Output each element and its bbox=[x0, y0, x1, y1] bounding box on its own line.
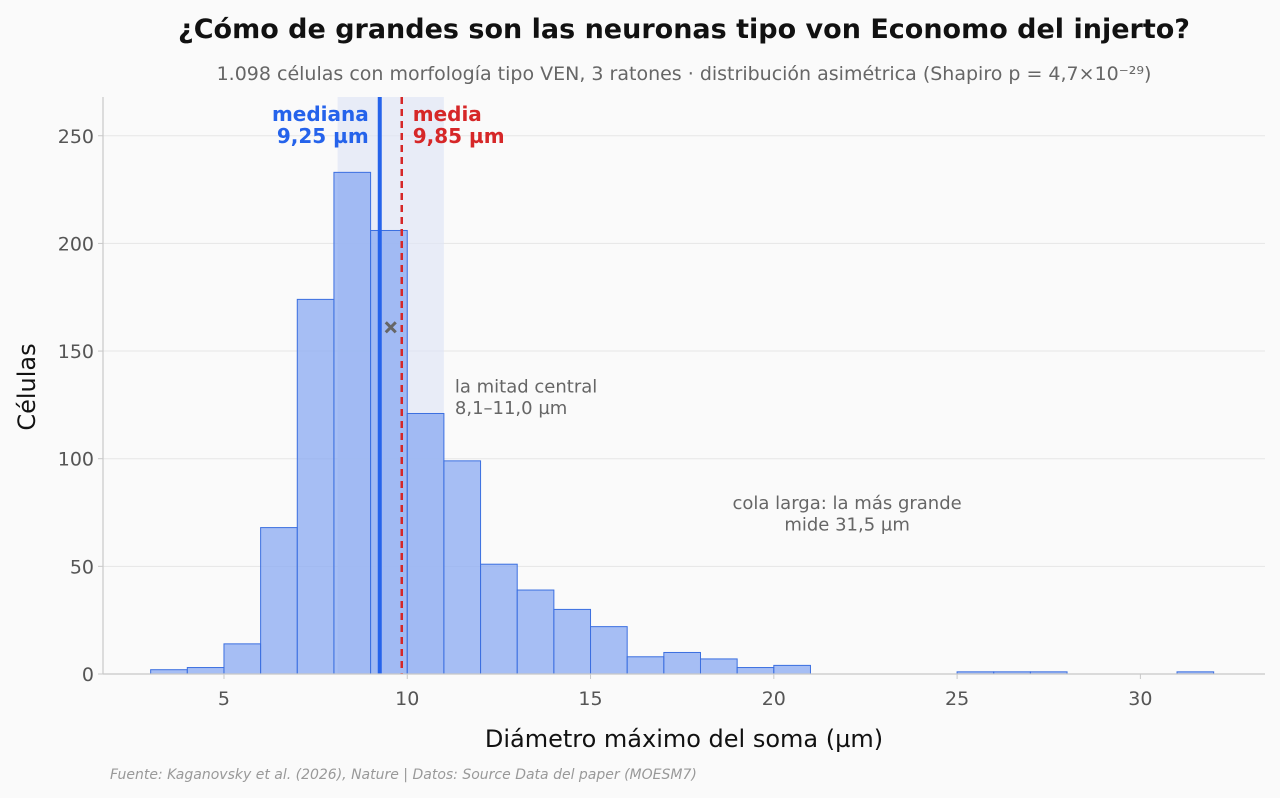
mean-label: media bbox=[413, 102, 482, 126]
iqr-annotation-line1: la mitad central bbox=[455, 377, 597, 398]
axes bbox=[102, 97, 1265, 675]
histogram-bars bbox=[150, 171, 1215, 675]
y-tick-label: 250 bbox=[58, 126, 94, 148]
y-ticks: 0 50 100 150 200 250 bbox=[58, 126, 103, 686]
histogram-bar bbox=[333, 171, 372, 675]
mean-marker bbox=[384, 321, 397, 334]
histogram-bar bbox=[480, 563, 518, 675]
gridlines bbox=[103, 135, 1265, 567]
histogram-bar bbox=[223, 643, 262, 675]
chart-title: ¿Cómo de grandes son las neuronas tipo v… bbox=[178, 14, 1190, 45]
y-tick-label: 0 bbox=[82, 664, 94, 686]
x-tick-label: 10 bbox=[395, 688, 419, 710]
median-value-label: 9,25 µm bbox=[277, 124, 369, 148]
x-tick-label: 15 bbox=[578, 688, 602, 710]
y-tick-label: 50 bbox=[70, 556, 94, 578]
y-tick-label: 150 bbox=[58, 341, 94, 363]
tail-annotation-line1: cola larga: la más grande bbox=[733, 493, 962, 514]
x-axis-label: Diámetro máximo del soma (µm) bbox=[485, 725, 883, 753]
histogram-bar bbox=[553, 608, 592, 675]
histogram-bar bbox=[516, 589, 555, 675]
histogram-bar bbox=[406, 412, 445, 675]
x-ticks: 5 10 15 20 25 30 bbox=[218, 674, 1152, 710]
x-tick-label: 20 bbox=[762, 688, 786, 710]
chart-subtitle: 1.098 células con morfología tipo VEN, 3… bbox=[217, 63, 1152, 85]
x-tick-label: 25 bbox=[945, 688, 969, 710]
source-note: Fuente: Kaganovsky et al. (2026), Nature… bbox=[110, 767, 697, 783]
histogram-bar bbox=[296, 298, 335, 675]
tail-annotation-line2: mide 31,5 µm bbox=[784, 514, 910, 535]
histogram-bar bbox=[773, 664, 811, 675]
x-tick-label: 5 bbox=[218, 688, 230, 710]
histogram-bar bbox=[736, 667, 775, 675]
histogram-bar bbox=[443, 460, 482, 675]
histogram-bar bbox=[699, 658, 738, 675]
y-tick-label: 200 bbox=[58, 233, 94, 255]
x-tick-label: 30 bbox=[1128, 688, 1152, 710]
histogram-bar bbox=[626, 656, 665, 675]
histogram-bar bbox=[150, 669, 188, 675]
y-tick-label: 100 bbox=[58, 449, 94, 471]
y-axis-label: Células bbox=[13, 343, 41, 430]
iqr-annotation-line2: 8,1–11,0 µm bbox=[455, 398, 567, 419]
histogram-bar bbox=[186, 667, 225, 675]
histogram-bar bbox=[663, 651, 701, 675]
histogram-bar bbox=[260, 527, 298, 675]
histogram-bar bbox=[590, 626, 628, 675]
mean-value-label: 9,85 µm bbox=[413, 124, 505, 148]
median-label: mediana bbox=[272, 102, 369, 126]
